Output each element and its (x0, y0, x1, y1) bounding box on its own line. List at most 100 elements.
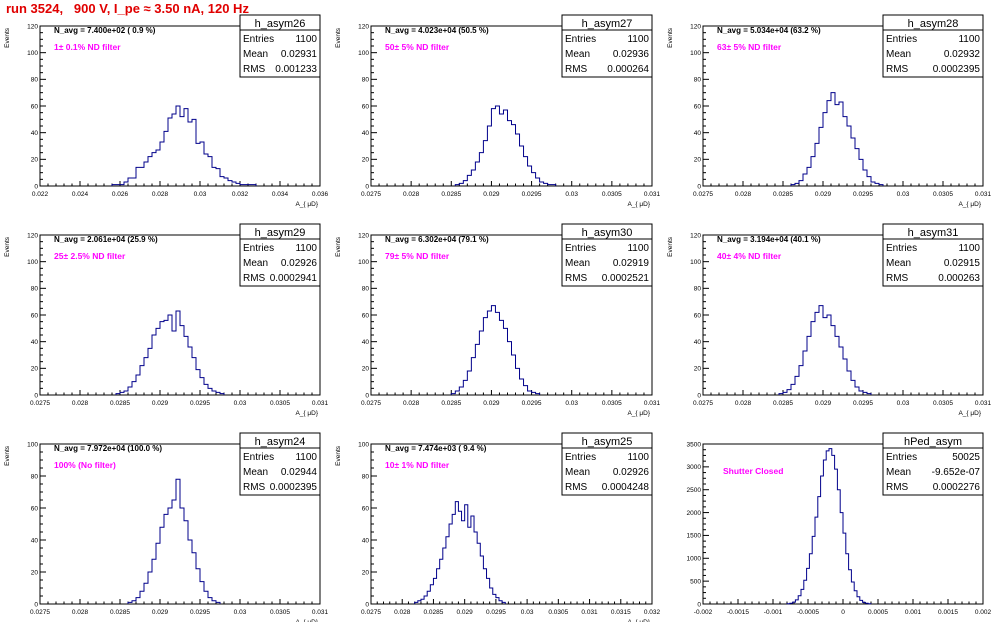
x-tick-label: 0.0275 (693, 191, 713, 198)
x-tick-label: 0.029 (815, 400, 832, 407)
x-tick-label: 0.0305 (602, 191, 622, 198)
x-axis-title: A_{ μD} (958, 410, 981, 417)
y-tick-label: 100 (27, 259, 38, 266)
x-axis-title: A_{ μD} (295, 410, 318, 417)
x-tick-label: 0.0295 (522, 191, 542, 198)
x-tick-label: 0.029 (483, 191, 500, 198)
y-axis-title: Events (667, 27, 674, 48)
x-tick-label: 0.0015 (938, 609, 958, 616)
x-axis-title: A_{ μD} (627, 410, 650, 417)
x-tick-label: 0.0305 (548, 609, 568, 616)
x-tick-label: 0.0285 (110, 609, 130, 616)
x-tick-label: 0.0295 (522, 400, 542, 407)
stats-value: 0.02931 (281, 49, 318, 60)
stats-value: 0.001233 (275, 64, 317, 75)
filter-label: 100% (No filter) (54, 460, 116, 470)
x-axis-title: A_{ μD} (295, 201, 318, 208)
y-tick-label: 60 (362, 103, 370, 110)
x-tick-label: 0.032 (232, 191, 249, 198)
x-axis-title: A_{ μD} (958, 201, 981, 208)
stats-key: RMS (243, 482, 266, 493)
filter-label: 40± 4% ND filter (717, 251, 782, 261)
y-tick-label: 0 (34, 601, 38, 608)
y-tick-label: 100 (358, 259, 369, 266)
stats-key: RMS (565, 273, 588, 284)
y-tick-label: 60 (31, 103, 39, 110)
x-tick-label: 0.028 (72, 609, 89, 616)
x-tick-label: -0.0015 (727, 609, 749, 616)
x-tick-label: 0.0295 (853, 400, 873, 407)
x-tick-label: 0.0275 (361, 400, 381, 407)
y-tick-label: 40 (694, 339, 702, 346)
stats-value: 0.0002395 (270, 482, 318, 493)
stats-value: 1100 (627, 452, 649, 463)
y-tick-label: 0 (34, 183, 38, 190)
navg-label: N_avg = 7.972e+04 (100.0 %) (54, 444, 162, 453)
stats-value: 0.0002395 (933, 64, 981, 75)
y-axis-title: Events (4, 445, 11, 466)
stats-key: Entries (886, 452, 917, 463)
histogram-series (111, 105, 257, 186)
y-axis-title: Events (4, 27, 11, 48)
x-tick-label: 0.0295 (190, 400, 210, 407)
y-tick-label: 0 (365, 183, 369, 190)
stats-title: h_asym28 (908, 18, 959, 30)
y-tick-label: 100 (358, 441, 369, 448)
x-tick-label: 0.031 (312, 400, 329, 407)
stats-box (239, 14, 321, 78)
x-tick-label: 0.0285 (110, 400, 130, 407)
x-axis-title: A_{ μD} (627, 201, 650, 208)
y-tick-label: 0 (697, 183, 701, 190)
y-tick-label: 40 (362, 339, 370, 346)
x-tick-label: 0.0285 (773, 191, 793, 198)
y-tick-label: 120 (690, 232, 701, 239)
stats-key: Entries (886, 243, 917, 254)
stats-key: Mean (243, 467, 268, 478)
x-tick-label: 0.0275 (361, 609, 381, 616)
stats-key: Entries (243, 452, 274, 463)
stats-key: Entries (886, 34, 917, 45)
x-tick-label: 0.031 (644, 191, 661, 198)
x-tick-label: 0.0305 (933, 400, 953, 407)
stats-value: 0.0002521 (602, 273, 650, 284)
x-tick-label: 0.0275 (30, 400, 50, 407)
stats-key: Mean (886, 49, 911, 60)
stats-key: RMS (243, 273, 266, 284)
y-tick-label: 40 (31, 130, 39, 137)
x-tick-label: 0.0295 (853, 191, 873, 198)
x-tick-label: 0.0285 (423, 609, 443, 616)
y-axis-title: Events (4, 236, 11, 257)
navg-label: N_avg = 4.023e+04 (50.5 %) (385, 26, 489, 35)
x-tick-label: 0.03 (234, 609, 247, 616)
histogram-panel-h_asym28: 0.0275 0.028 0.0285 0.029 0.0295 0.03 0.0305 0.… (667, 14, 992, 208)
stats-key: Mean (565, 258, 590, 269)
y-tick-label: 120 (358, 23, 369, 30)
stats-value: 1100 (627, 34, 649, 45)
histogram-panel-hPed_asym: -0.002 -0.0015 -0.001 -0.0005 0 0.0005 0.001 0.… (687, 432, 992, 616)
stats-value: 0.000264 (607, 64, 649, 75)
x-tick-label: 0 (841, 609, 845, 616)
stats-title: h_asym26 (255, 18, 306, 30)
filter-label: Shutter Closed (723, 466, 783, 476)
x-tick-label: 0.029 (457, 609, 474, 616)
x-tick-label: 0.031 (312, 609, 329, 616)
filter-label: 63± 5% ND filter (717, 42, 782, 52)
y-tick-label: 80 (362, 286, 370, 293)
stats-value: 0.0002941 (270, 273, 318, 284)
x-tick-label: 0.0295 (190, 609, 210, 616)
x-tick-label: 0.0285 (441, 191, 461, 198)
y-tick-label: 20 (362, 157, 370, 164)
y-tick-label: 100 (690, 259, 701, 266)
stats-box (561, 14, 653, 78)
x-tick-label: 0.03 (897, 191, 910, 198)
x-tick-label: 0.028 (403, 191, 420, 198)
x-tick-label: 0.029 (152, 400, 169, 407)
stats-value: 0.02915 (944, 258, 981, 269)
stats-value: 0.02944 (281, 467, 318, 478)
navg-label: N_avg = 2.061e+04 (25.9 %) (54, 235, 158, 244)
filter-label: 25± 2.5% ND filter (54, 251, 126, 261)
y-tick-label: 40 (362, 130, 370, 137)
x-tick-label: 0.0295 (486, 609, 506, 616)
stats-title: h_asym31 (908, 227, 959, 239)
x-tick-label: 0.0275 (30, 609, 50, 616)
